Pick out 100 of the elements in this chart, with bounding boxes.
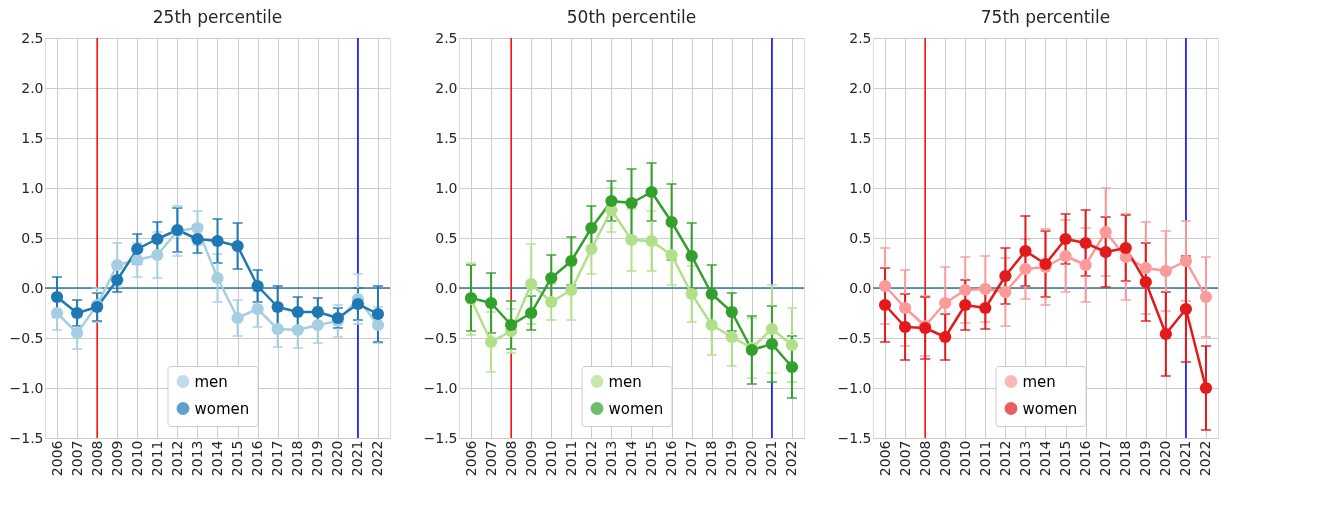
point [665, 248, 678, 262]
legend-label: men [1022, 372, 1056, 391]
point [251, 302, 264, 316]
x-tick-label: 2011 [562, 440, 579, 477]
point [50, 306, 64, 320]
point [1059, 232, 1072, 246]
x-tick-label: 2013 [602, 440, 619, 477]
point [685, 249, 698, 263]
point [939, 330, 952, 344]
y-tick-label: 0.5 [21, 229, 44, 246]
chart-title: 50th percentile [566, 7, 697, 27]
x-tick-label: 2021 [349, 440, 366, 477]
point [211, 271, 224, 285]
point [111, 273, 124, 287]
x-tick-label: 2014 [623, 440, 639, 477]
y-tick-label: 2.0 [21, 79, 44, 96]
point [605, 194, 618, 208]
y-tick-label: −1.5 [423, 429, 458, 446]
y-tick-label: 2.0 [435, 79, 458, 96]
point [878, 298, 892, 312]
point [291, 323, 304, 337]
point [685, 287, 698, 301]
point [625, 233, 638, 247]
point [959, 283, 972, 297]
x-tick-label: 2008 [88, 440, 105, 477]
point [1199, 290, 1213, 304]
x-tick-label: 2022 [783, 440, 800, 477]
point [1059, 249, 1072, 263]
point [565, 254, 578, 268]
x-tick-label: 2012 [168, 440, 185, 477]
legend-label: women [608, 399, 664, 418]
x-tick-label: 2008 [502, 440, 519, 477]
x-tick-label: 2017 [269, 440, 286, 477]
point [878, 279, 892, 293]
point [665, 215, 678, 229]
x-tick-label: 2007 [896, 440, 913, 477]
point [371, 307, 385, 321]
point [191, 232, 204, 246]
point [1019, 262, 1032, 276]
point [50, 290, 64, 304]
x-tick-label: 2021 [763, 440, 780, 477]
point [271, 300, 284, 314]
y-tick-label: −0.5 [423, 329, 458, 346]
y-tick-label: −1.0 [837, 379, 872, 396]
point [765, 337, 779, 351]
point [371, 318, 385, 332]
point [351, 297, 365, 311]
x-tick-label: 2013 [188, 440, 205, 477]
point [585, 242, 598, 256]
y-tick-label: 2.0 [849, 79, 872, 96]
x-tick-label: 2006 [462, 440, 479, 477]
point [979, 282, 992, 296]
x-tick-label: 2006 [48, 440, 65, 477]
point [484, 335, 498, 349]
point [111, 258, 124, 272]
y-tick-label: 1.0 [21, 179, 44, 196]
point [151, 232, 164, 246]
point [131, 253, 144, 267]
x-tick-label: 2008 [916, 440, 933, 477]
y-tick-label: 1.5 [849, 129, 872, 146]
point [231, 239, 244, 253]
x-tick-label: 2012 [996, 440, 1013, 477]
point [565, 283, 578, 297]
legend-label: women [194, 399, 250, 418]
point [705, 287, 718, 301]
point [484, 296, 498, 310]
point [311, 305, 324, 319]
x-tick-label: 2022 [1197, 440, 1214, 477]
x-tick-label: 2007 [68, 440, 85, 477]
point [1139, 261, 1152, 275]
x-tick-label: 2007 [482, 440, 499, 477]
point [311, 318, 324, 332]
y-tick-label: 1.0 [435, 179, 458, 196]
x-tick-label: 2019 [309, 440, 326, 477]
x-tick-label: 2014 [1037, 440, 1053, 477]
x-tick-label: 2017 [1097, 440, 1114, 477]
point [1099, 225, 1112, 239]
point [785, 360, 799, 374]
x-tick-label: 2015 [643, 440, 660, 477]
point [1119, 241, 1132, 255]
x-tick-label: 2018 [703, 440, 720, 477]
x-tick-label: 2011 [148, 440, 165, 477]
point [959, 298, 972, 312]
y-tick-label: 1.0 [849, 179, 872, 196]
y-tick-label: 0.5 [849, 229, 872, 246]
point [1159, 327, 1172, 341]
point [131, 242, 144, 256]
point [999, 285, 1012, 299]
point [211, 234, 224, 248]
legend-label: men [194, 372, 228, 391]
y-tick-label: −1.5 [837, 429, 872, 446]
x-tick-label: 2010 [542, 440, 559, 477]
y-tick-label: 2.5 [849, 29, 872, 46]
x-tick-label: 2018 [1117, 440, 1134, 477]
point [1079, 258, 1092, 272]
point [1199, 381, 1213, 395]
point [1079, 236, 1092, 250]
x-tick-label: 2018 [289, 440, 306, 477]
point [725, 330, 738, 344]
y-tick-label: 0.0 [21, 279, 44, 296]
